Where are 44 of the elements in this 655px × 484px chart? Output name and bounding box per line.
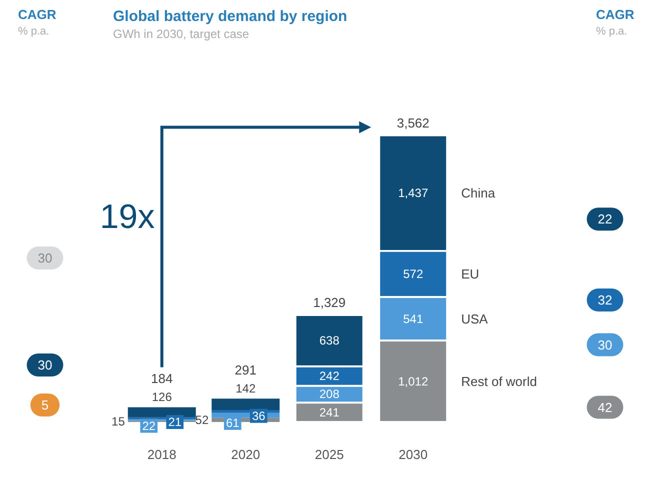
series-label: China [461,186,496,201]
annotation: 19x [100,198,155,236]
text: CAGR [18,7,57,22]
text: 30 [598,337,612,352]
data-label: 22 [142,418,156,433]
data-label: 21 [168,415,182,430]
text: CAGR [596,7,635,22]
total-label: 291 [234,362,256,378]
text: 5 [41,398,49,412]
data-label: 208 [319,387,340,402]
total-label: 3,562 [396,115,430,130]
chart-title: Global battery demand by region [113,8,348,25]
text: 22 [598,212,612,227]
text: 30 [38,358,52,372]
data-label: 1,437 [398,186,428,200]
bar [128,407,196,418]
total-label: 184 [151,371,173,386]
series-label: USA [461,311,488,326]
x-tick-label: 2018 [147,447,176,462]
data-label: 142 [236,382,256,396]
text: % p.a. [596,26,628,38]
series-label: EU [461,266,480,282]
data-label: 15 [112,414,126,428]
data-label: 36 [252,408,266,423]
data-label: 572 [403,266,424,281]
data-label: 541 [403,312,424,326]
data-label: 61 [226,416,240,430]
data-label: 638 [319,334,340,348]
data-label: 241 [319,405,340,420]
x-tick-label: 2025 [314,447,344,462]
text: 42 [598,400,612,415]
text: 30 [38,250,52,266]
data-label: 242 [319,369,340,384]
x-tick-label: 2020 [231,447,260,462]
series-label: Rest of world [461,374,537,389]
total-label: 1,329 [313,295,346,310]
x-tick-label: 2030 [398,447,428,462]
text: 32 [598,292,612,308]
chart-subtitle: GWh in 2030, target case [113,27,250,41]
data-label: 52 [195,412,209,427]
bar [212,398,280,410]
text: % p.a. [18,26,50,38]
data-label: 1,012 [398,374,428,388]
data-label: 126 [152,390,172,404]
